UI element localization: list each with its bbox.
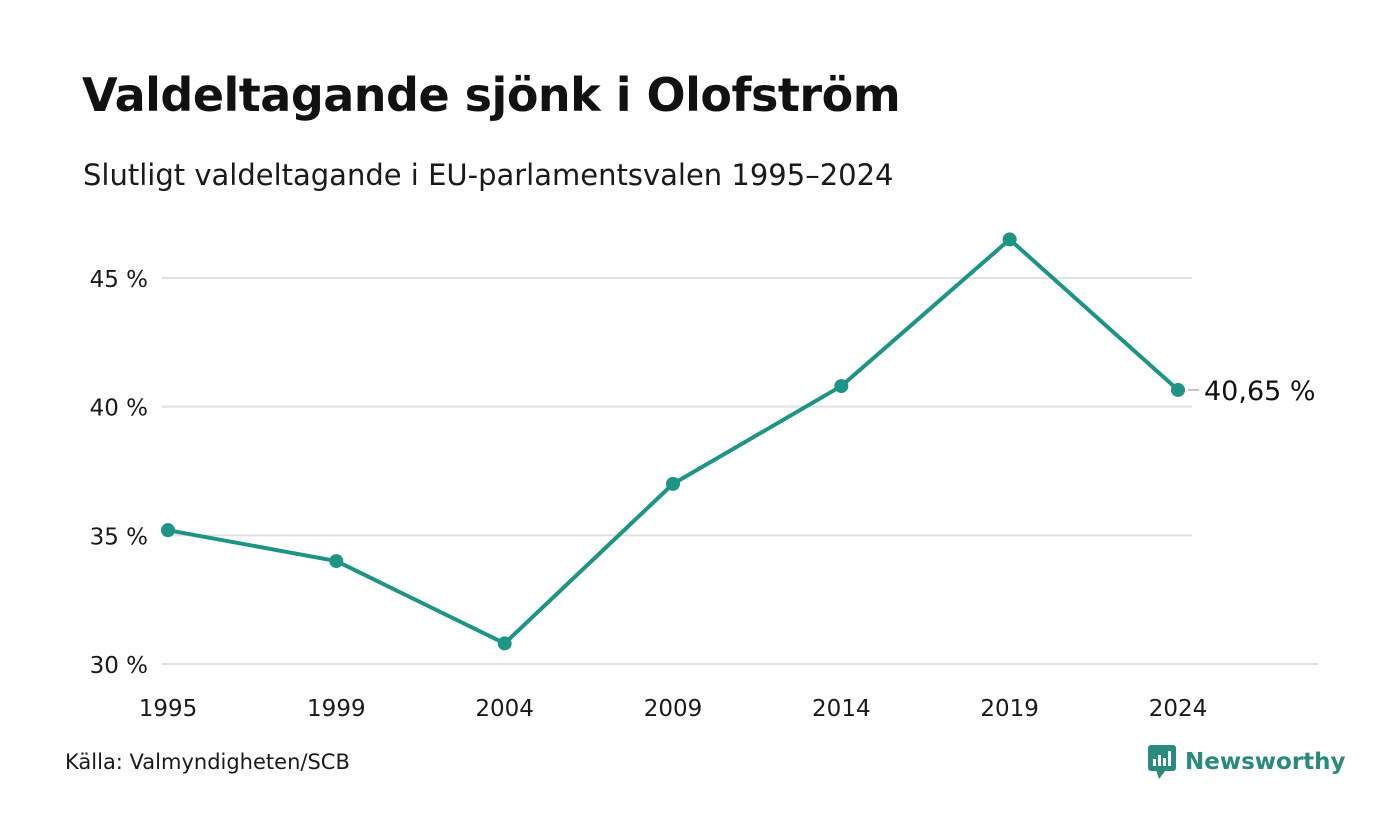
x-tick-label: 2009: [644, 696, 703, 722]
chart-subtitle: Slutligt valdeltagande i EU-parlamentsva…: [83, 158, 894, 192]
y-tick-label: 45 %: [90, 267, 148, 293]
gridlines: [162, 277, 1318, 665]
data-point: [1002, 232, 1017, 247]
data-point: [666, 476, 680, 491]
data-point: [834, 379, 849, 394]
y-tick-label: 40 %: [90, 396, 148, 422]
end-value-label: 40,65 %: [1204, 376, 1316, 407]
x-tick-label: 2004: [475, 696, 534, 722]
data-point: [161, 523, 175, 538]
data-point: [329, 554, 344, 569]
source-note: Källa: Valmyndigheten/SCB: [65, 750, 350, 774]
y-tick-label: 35 %: [90, 524, 148, 550]
x-axis-tick-labels: 1995 1999 2004 2009 2014 2019 2024: [139, 696, 1208, 722]
brand-name: Newsworthy: [1185, 749, 1346, 775]
end-value-annotation: 40,65 %: [1188, 376, 1316, 407]
newsworthy-logo-icon: [1148, 745, 1176, 779]
x-tick-label: 2019: [980, 696, 1039, 722]
newsworthy-logo: Newsworthy: [1147, 744, 1346, 780]
y-axis-tick-labels: 30 % 35 % 40 % 45 %: [90, 267, 148, 679]
series-turnout: [161, 232, 1185, 651]
x-tick-label: 1995: [139, 696, 198, 722]
data-point: [1171, 382, 1185, 397]
y-tick-label: 30 %: [90, 653, 148, 679]
data-point: [497, 636, 512, 651]
series-line: [166, 237, 1180, 646]
x-tick-label: 2024: [1149, 696, 1208, 722]
x-tick-label: 1999: [307, 696, 366, 722]
chart-title: Valdeltagande sjönk i Olofström: [82, 68, 901, 122]
x-tick-label: 2014: [812, 696, 871, 722]
